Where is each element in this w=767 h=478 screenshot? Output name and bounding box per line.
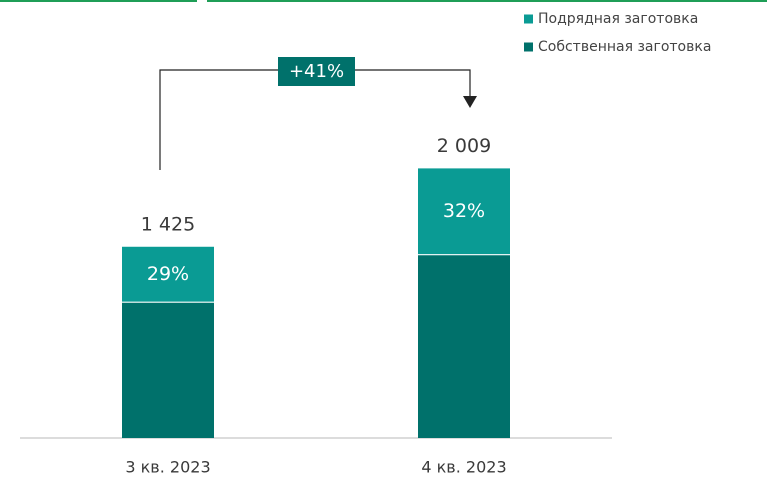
growth-badge [278,57,355,86]
total-label: 2 009 [437,135,491,157]
x-tick-label: 4 кв. 2023 [421,458,506,477]
bar-segment [122,246,214,303]
segment-label: 32% [443,200,485,222]
legend-swatch [524,14,533,24]
legend-swatch [524,42,533,52]
legend-label: Собственная заготовка [538,39,711,55]
bar-segment [418,254,510,438]
bar-segment [122,302,214,438]
x-tick-label: 3 кв. 2023 [125,458,210,477]
bar-segment [418,168,510,255]
segment-label: 29% [147,263,189,285]
total-label: 1 425 [141,213,195,235]
legend-label: Подрядная заготовка [538,11,698,27]
arrow-head [463,96,477,108]
growth-label: +41% [289,61,344,82]
